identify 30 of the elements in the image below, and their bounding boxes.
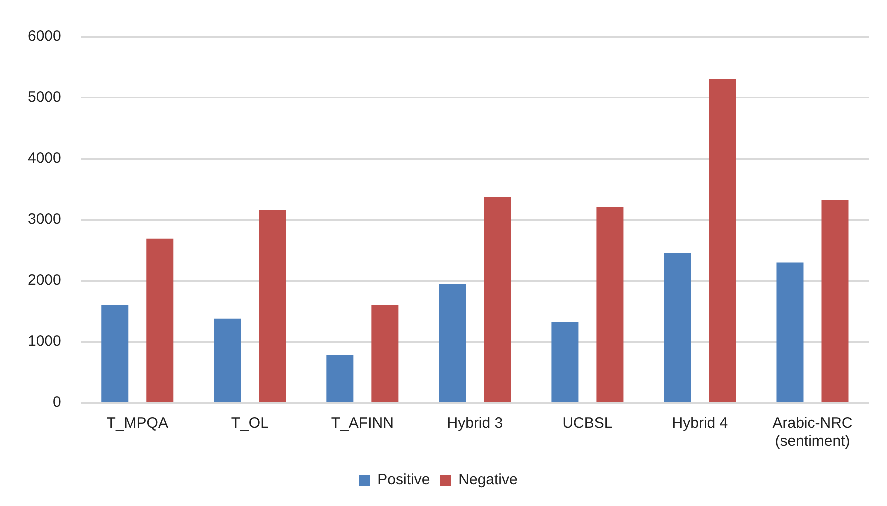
bar <box>326 355 354 402</box>
y-tick-label: 3000 <box>28 211 62 228</box>
y-tick-label: 0 <box>53 394 62 412</box>
legend-label: Negative <box>458 472 518 489</box>
y-tick-label: 2000 <box>28 272 62 290</box>
x-tick-label: Arabic-NRC (sentiment) <box>772 415 853 450</box>
bar <box>822 200 849 402</box>
legend-label: Positive <box>378 472 430 489</box>
y-tick-label: 1000 <box>28 333 62 350</box>
x-tick-label: UCBSL <box>562 415 613 432</box>
bar <box>484 197 512 402</box>
x-tick-label: T_OL <box>231 415 269 432</box>
bar <box>259 210 286 402</box>
bar <box>709 79 736 402</box>
bar <box>439 284 466 402</box>
x-tick-label: Hybrid 4 <box>672 415 728 432</box>
x-tick-label: T_MPQA <box>106 415 168 432</box>
bar <box>214 318 242 402</box>
y-tick-label: 5000 <box>28 89 62 106</box>
x-tick-label: Hybrid 3 <box>447 415 504 432</box>
bar <box>102 305 129 402</box>
y-tick-label: 4000 <box>28 150 62 168</box>
bar <box>146 238 174 402</box>
bar <box>372 305 399 402</box>
bar <box>596 207 624 402</box>
bar <box>552 322 579 402</box>
x-tick-label: T_AFINN <box>331 415 394 432</box>
bar <box>776 262 804 402</box>
bar <box>664 252 692 402</box>
y-tick-label: 6000 <box>28 28 62 46</box>
